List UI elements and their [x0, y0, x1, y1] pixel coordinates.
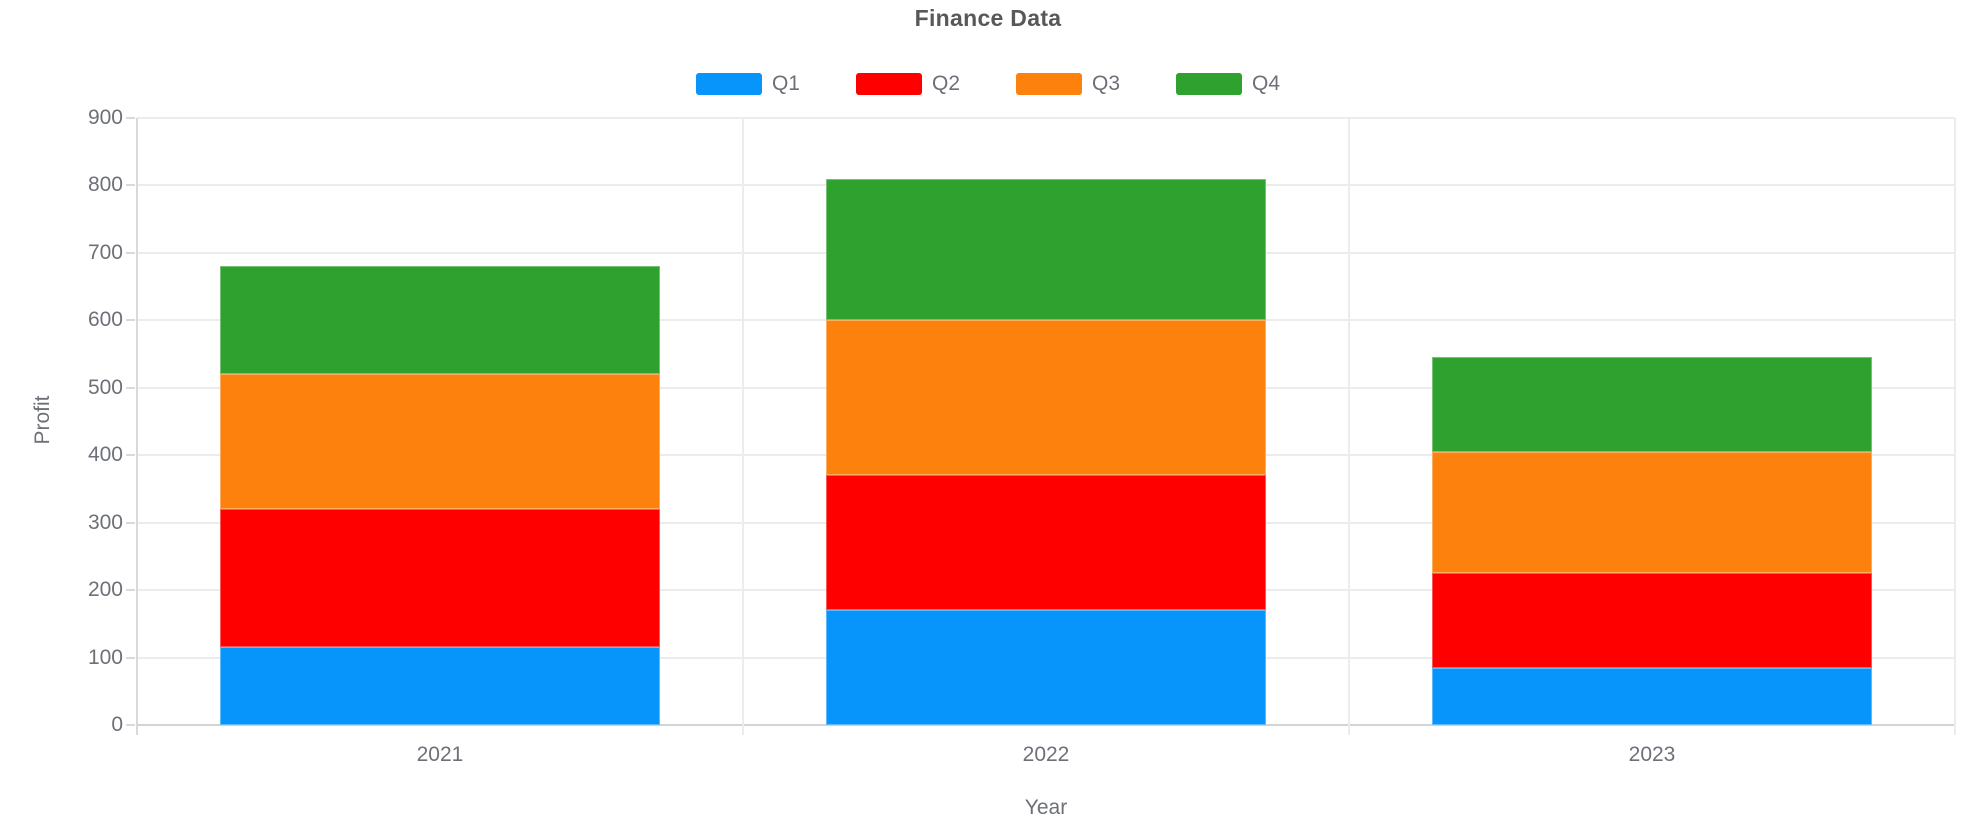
- bar-segment-q3-2023[interactable]: [1432, 451, 1872, 574]
- y-axis-tick: [126, 251, 135, 254]
- y-axis-tick: [126, 319, 135, 322]
- x-category-label: 2021: [416, 743, 464, 766]
- legend-swatch-q3: [1016, 73, 1082, 95]
- y-axis-tick: [126, 117, 135, 119]
- bar-segment-q2-2021[interactable]: [220, 509, 660, 648]
- legend-item-q2[interactable]: Q2: [855, 72, 960, 96]
- y-axis-tick: [126, 386, 135, 389]
- legend-item-q1[interactable]: Q1: [695, 72, 800, 96]
- y-axis-title: Profit: [31, 395, 54, 445]
- y-tick-label: 300: [87, 510, 123, 534]
- bar-segment-q2-2023[interactable]: [1432, 573, 1872, 668]
- legend-label: Q1: [771, 72, 800, 95]
- y-tick-label: 0: [111, 713, 123, 736]
- bar-segment-q1-2021[interactable]: [220, 647, 660, 725]
- h-gridline: [137, 724, 1955, 726]
- v-gridline: [1347, 118, 1350, 735]
- bar-segment-q1-2023[interactable]: [1432, 667, 1872, 725]
- bar-segment-q2-2022[interactable]: [826, 475, 1266, 611]
- bar-segment-q1-2022[interactable]: [826, 610, 1266, 725]
- y-tick-label: 500: [87, 375, 123, 399]
- y-axis-tick: [126, 589, 135, 592]
- y-axis-tick: [126, 724, 135, 726]
- y-tick-label: 100: [87, 645, 123, 669]
- x-axis-title: Year: [1024, 796, 1068, 819]
- y-tick-label: 600: [87, 308, 123, 332]
- y-tick-label: 700: [87, 240, 123, 264]
- legend-swatch-q2: [855, 73, 922, 95]
- x-category-label: 2023: [1628, 743, 1676, 766]
- y-tick-label: 400: [87, 443, 123, 467]
- y-axis-tick: [126, 521, 135, 524]
- chart-title: Finance Data: [914, 5, 1062, 31]
- y-axis-tick: [126, 656, 135, 659]
- legend: Q1 Q2 Q3 Q4: [0, 72, 1976, 96]
- y-tick-label: 200: [87, 578, 123, 602]
- v-gridline: [1954, 118, 1956, 735]
- x-category-label: 2022: [1022, 743, 1070, 766]
- legend-swatch-q4: [1176, 73, 1243, 95]
- y-axis-line: [136, 118, 138, 735]
- v-gridline: [741, 118, 744, 735]
- y-axis-tick: [126, 184, 135, 187]
- y-tick-label: 800: [87, 173, 123, 197]
- legend-item-q4[interactable]: Q4: [1176, 72, 1280, 96]
- plot-area: 0 100 200 300 400 500 600 700 800 900 2021 2022 2023: [88, 106, 1956, 766]
- legend-label: Q3: [1092, 72, 1121, 95]
- bar-segment-q3-2021[interactable]: [220, 374, 660, 510]
- legend-label: Q2: [931, 72, 960, 95]
- bar-segment-q4-2023[interactable]: [1432, 357, 1872, 452]
- legend-label: Q4: [1252, 72, 1281, 95]
- bar-segment-q3-2022[interactable]: [826, 320, 1266, 476]
- y-axis-tick: [126, 454, 135, 457]
- legend-item-q3[interactable]: Q3: [1016, 72, 1120, 96]
- h-gridline: [137, 117, 1955, 119]
- legend-swatch-q1: [695, 73, 762, 95]
- bar-segment-q4-2021[interactable]: [220, 266, 660, 375]
- y-tick-label: 900: [87, 106, 123, 129]
- bar-segment-q4-2022[interactable]: [826, 178, 1266, 321]
